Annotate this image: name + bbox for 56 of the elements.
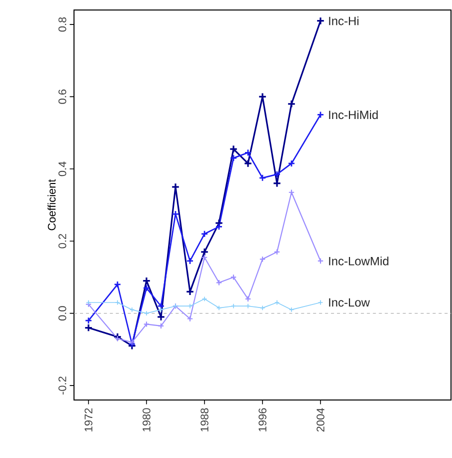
y-tick-label: 0.8: [58, 17, 66, 32]
point: [230, 154, 238, 162]
point: [114, 335, 121, 342]
point: [202, 296, 208, 302]
point: [230, 274, 237, 280]
point: [274, 300, 280, 306]
x-tick-label: 1988: [200, 408, 208, 432]
point: [156, 312, 166, 322]
y-tick-label: 0.4: [58, 162, 66, 176]
point: [244, 148, 252, 156]
point: [288, 189, 295, 196]
point: [230, 303, 236, 309]
point: [114, 300, 120, 306]
series-label: Inc-Hi: [329, 16, 358, 26]
point: [128, 342, 136, 350]
point: [186, 257, 194, 265]
series-label: Inc-HiMid: [329, 110, 378, 120]
point: [245, 303, 251, 309]
y-axis-title: Coefficient: [48, 179, 56, 230]
point: [113, 332, 122, 341]
point: [201, 254, 208, 261]
point: [186, 316, 194, 322]
point: [200, 230, 208, 238]
point: [260, 305, 266, 311]
point: [288, 160, 296, 168]
point: [143, 321, 150, 328]
point: [215, 223, 223, 230]
point: [216, 305, 222, 311]
point: [216, 279, 222, 286]
series-label: Inc-LowMid: [329, 256, 388, 266]
point: [142, 284, 150, 292]
point: [187, 303, 193, 309]
y-tick-label: 0.6: [58, 90, 66, 104]
point: [244, 159, 252, 168]
point: [244, 296, 252, 302]
point: [229, 144, 238, 154]
series-label: Inc-Low: [329, 298, 370, 307]
point: [114, 280, 122, 288]
point: [258, 174, 266, 182]
x-tick-label: 2004: [316, 408, 324, 432]
point: [274, 248, 280, 256]
point: [128, 339, 136, 346]
x-tick-label: 1980: [142, 408, 150, 432]
point: [158, 322, 164, 330]
point: [186, 287, 194, 296]
point: [200, 248, 209, 256]
x-tick-label: 1996: [258, 408, 266, 432]
x-tick-label: 1972: [84, 408, 92, 432]
y-tick-label: -0.2: [58, 376, 66, 395]
y-tick-label: 0.2: [58, 234, 66, 248]
point: [142, 276, 151, 286]
point: [259, 256, 266, 262]
point: [287, 100, 296, 108]
y-tick-label: 0.0: [58, 306, 66, 321]
point: [273, 170, 281, 178]
point: [144, 310, 150, 316]
